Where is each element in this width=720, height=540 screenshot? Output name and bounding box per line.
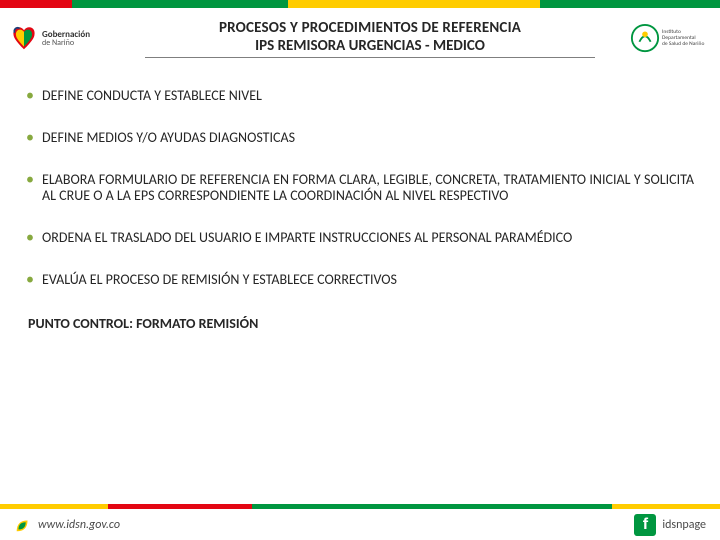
footer-color-bar — [0, 504, 720, 509]
gob-region: de Nariño — [42, 38, 74, 48]
facebook-icon: f — [634, 514, 656, 536]
top-color-bar — [0, 0, 720, 8]
gobernacion-text: Gobernación de Nariño — [42, 30, 90, 47]
control-point: PUNTO CONTROL: FORMATO REMISIÓN — [26, 315, 694, 332]
footer-leaf-icon — [14, 516, 32, 534]
logo-idsn: Instituto Departamental de Salud de Nari… — [630, 23, 710, 53]
facebook-page: idsnpage — [662, 518, 706, 532]
footer-left: www.idsn.gov.co — [14, 516, 120, 534]
heart-icon — [10, 25, 38, 51]
list-item: EVALÚA EL PROCESO DE REMISIÓN Y ESTABLEC… — [26, 272, 694, 288]
list-item: DEFINE MEDIOS Y/O AYUDAS DIAGNOSTICAS — [26, 130, 694, 146]
footer: www.idsn.gov.co f idsnpage — [0, 504, 720, 540]
header: Gobernación de Nariño PROCESOS Y PROCEDI… — [0, 8, 720, 64]
logo-gobernacion: Gobernación de Nariño — [10, 25, 110, 51]
footer-content: www.idsn.gov.co f idsnpage — [0, 509, 720, 540]
bullet-list: DEFINE CONDUCTA Y ESTABLECE NIVEL DEFINE… — [26, 88, 694, 289]
idsn-text: Instituto Departamental de Salud de Nari… — [662, 29, 704, 47]
list-item: ORDENA EL TRASLADO DEL USUARIO E IMPARTE… — [26, 230, 694, 246]
title-block: PROCESOS Y PROCEDIMIENTOS DE REFERENCIA … — [110, 19, 630, 58]
list-item: ELABORA FORMULARIO DE REFERENCIA EN FORM… — [26, 172, 694, 204]
footer-url: www.idsn.gov.co — [38, 518, 120, 532]
footer-right: f idsnpage — [634, 514, 706, 536]
content-area: DEFINE CONDUCTA Y ESTABLECE NIVEL DEFINE… — [0, 64, 720, 332]
idsn-icon — [630, 23, 660, 53]
title-line-1: PROCESOS Y PROCEDIMIENTOS DE REFERENCIA — [114, 19, 626, 37]
title-underline — [145, 57, 596, 58]
title-line-2: IPS REMISORA URGENCIAS - MEDICO — [114, 37, 626, 55]
list-item: DEFINE CONDUCTA Y ESTABLECE NIVEL — [26, 88, 694, 104]
